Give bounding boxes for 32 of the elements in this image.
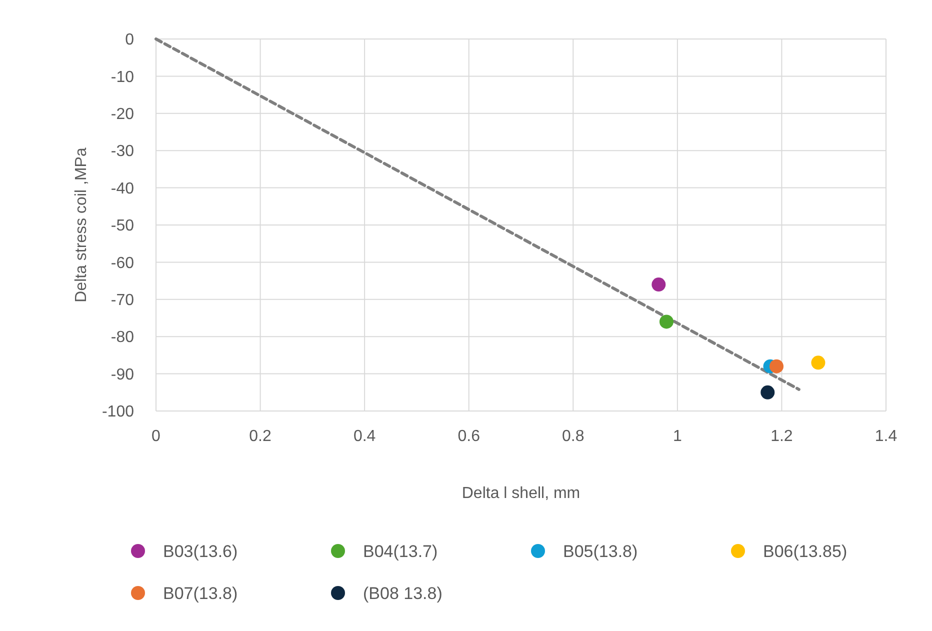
legend-label: (B08 13.8) — [363, 584, 442, 603]
x-axis-title: Delta l shell, mm — [462, 485, 580, 502]
y-tick-label: -50 — [110, 218, 134, 235]
x-tick-label: 1 — [672, 428, 682, 445]
x-tick-label: 0.2 — [249, 428, 272, 445]
x-tick-label: 1.4 — [874, 428, 898, 445]
y-tick-label: -20 — [110, 106, 134, 123]
y-tick-label: 0 — [125, 32, 134, 49]
y-tick-label: -80 — [110, 329, 134, 346]
point — [659, 314, 674, 329]
y-tick-label: -70 — [110, 292, 134, 309]
legend-label: B04(13.7) — [363, 542, 438, 561]
point — [760, 385, 775, 400]
y-tick-label: -90 — [110, 366, 134, 384]
legend-label: B07(13.8) — [163, 584, 238, 603]
point — [811, 356, 826, 370]
y-axis-title: Delta stress coil ,MPa — [73, 148, 90, 302]
x-tick-label: 1.2 — [770, 428, 793, 445]
point — [770, 359, 784, 374]
y-tick-label: -30 — [110, 143, 134, 160]
x-tick-label: 0.4 — [353, 428, 376, 445]
x-tick-label: 0.6 — [458, 428, 480, 445]
x-tick-label: 0.8 — [562, 428, 584, 445]
point — [652, 278, 666, 292]
legend-label: B03(13.6) — [163, 542, 238, 561]
y-tick-label: -60 — [110, 254, 134, 272]
y-tick-label: -40 — [110, 180, 134, 198]
legend-label: B05(13.8) — [563, 542, 638, 561]
y-tick-label: -100 — [102, 404, 134, 421]
legend-label: B06(13.85) — [763, 542, 848, 561]
x-tick-label: 0 — [152, 428, 161, 445]
y-tick-label: -10 — [110, 68, 134, 86]
